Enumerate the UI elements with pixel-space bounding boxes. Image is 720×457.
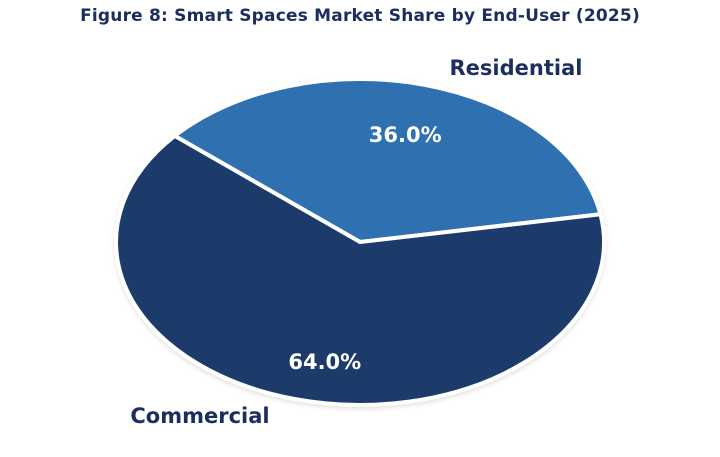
- pie-slice-residential: [172, 77, 603, 244]
- pie-labels: 36.0% Residential 64.0% Commercial: [130, 56, 582, 428]
- pie-slices: [114, 77, 606, 407]
- slice-value-label-commercial: 64.0%: [288, 350, 361, 374]
- pie-slice-commercial: [114, 133, 606, 407]
- slice-category-label-commercial: Commercial: [130, 404, 269, 428]
- slice-category-label-residential: Residential: [450, 56, 583, 80]
- slice-value-label-residential: 36.0%: [369, 123, 442, 147]
- chart-title: Figure 8: Smart Spaces Market Share by E…: [80, 6, 640, 26]
